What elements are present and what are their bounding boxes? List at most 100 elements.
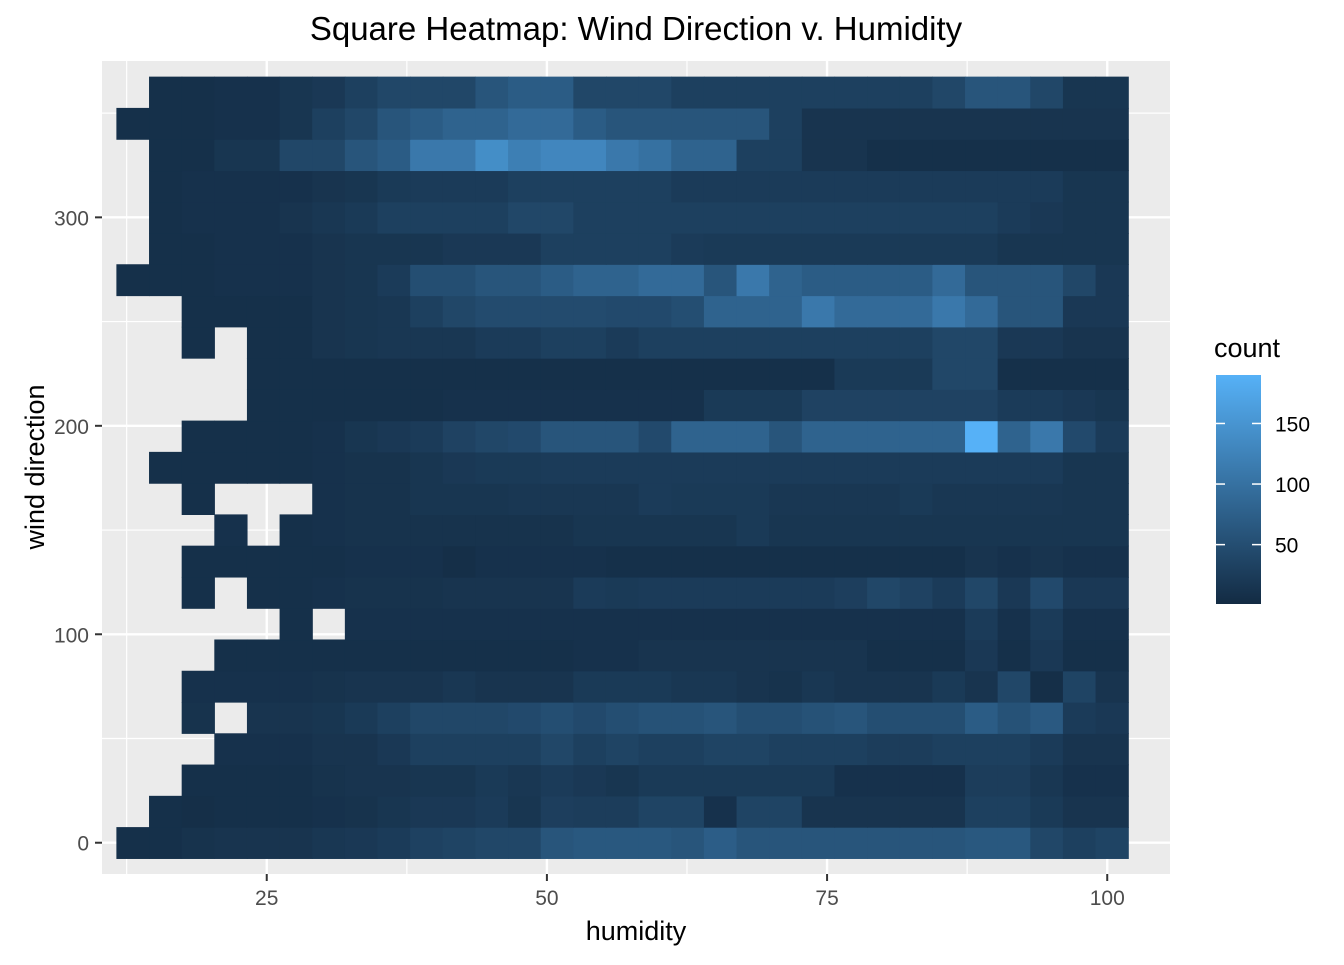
heatmap-tile [181, 201, 215, 234]
heatmap-tile [410, 389, 444, 422]
heatmap-tile [703, 389, 738, 422]
heatmap-tile [1030, 420, 1064, 453]
heatmap-tile [573, 545, 607, 578]
heatmap-tile [1095, 764, 1129, 797]
heatmap-tile [867, 576, 901, 609]
heatmap-tile [736, 670, 770, 703]
heatmap-tile [605, 514, 640, 547]
heatmap-tile [605, 201, 640, 234]
heatmap-tile [834, 795, 868, 828]
heatmap-tile [312, 139, 346, 172]
heatmap-tile [1030, 170, 1064, 203]
heatmap-tile [769, 139, 803, 172]
heatmap-tile [932, 795, 966, 828]
heatmap-tile [867, 608, 901, 641]
heatmap-tile [344, 295, 379, 328]
heatmap-tile [965, 358, 999, 390]
heatmap-tile [769, 545, 803, 578]
x-tick-label: 75 [815, 887, 838, 910]
heatmap-tile [899, 545, 933, 578]
heatmap-tile [867, 733, 901, 766]
heatmap-tile [899, 139, 933, 172]
heatmap-tile [344, 576, 379, 609]
heatmap-tile [834, 201, 868, 234]
heatmap-tile [801, 420, 836, 453]
heatmap-tile [801, 827, 836, 859]
heatmap-tile [181, 232, 215, 265]
x-tick-label: 50 [535, 887, 558, 910]
heatmap-tile [965, 451, 999, 484]
heatmap-tile [573, 608, 607, 641]
heatmap-tile [965, 420, 999, 453]
heatmap-tile [214, 764, 248, 797]
heatmap-tile [540, 76, 574, 109]
heatmap-tile [475, 107, 509, 140]
heatmap-tile [214, 670, 248, 703]
heatmap-tile [834, 107, 868, 140]
heatmap-tile [834, 358, 868, 390]
heatmap-tile [1030, 107, 1064, 140]
heatmap-tile [997, 608, 1031, 641]
heatmap-tile [410, 295, 444, 328]
heatmap-tile [899, 76, 933, 109]
heatmap-tile [1062, 170, 1097, 203]
heatmap-tile [703, 107, 738, 140]
heatmap-tile [801, 608, 836, 641]
heatmap-tile [638, 483, 672, 515]
heatmap-tile [997, 795, 1031, 828]
heatmap-tile [899, 451, 933, 484]
heatmap-tile [540, 232, 574, 265]
heatmap-tile [508, 702, 542, 734]
heatmap-tile [181, 326, 215, 359]
heatmap-tile [703, 795, 738, 828]
heatmap-tile [181, 451, 215, 484]
heatmap-tile [801, 232, 836, 265]
heatmap-tile [769, 733, 803, 766]
heatmap-tile [736, 545, 770, 578]
heatmap-tile [573, 451, 607, 484]
heatmap-tile [834, 514, 868, 547]
heatmap-tile [508, 420, 542, 453]
heatmap-tile [605, 827, 640, 859]
heatmap-tile [573, 76, 607, 109]
heatmap-tile [703, 451, 738, 484]
heatmap-tile [1095, 639, 1129, 672]
heatmap-tile [279, 545, 313, 578]
heatmap-tile [475, 545, 509, 578]
heatmap-tile [801, 170, 836, 203]
heatmap-tile [605, 639, 640, 672]
heatmap-tile [769, 576, 803, 609]
heatmap-tile [410, 451, 444, 484]
heatmap-tile [1030, 733, 1064, 766]
heatmap-tile [834, 733, 868, 766]
heatmap-tile [410, 827, 444, 859]
heatmap-tile [703, 420, 738, 453]
heatmap-tile [899, 639, 933, 672]
heatmap-tile [508, 358, 542, 390]
heatmap-tile [899, 358, 933, 390]
heatmap-tile [442, 764, 477, 797]
heatmap-tile [605, 264, 640, 297]
heatmap-tile [867, 702, 901, 734]
heatmap-tile [997, 264, 1031, 297]
heatmap-tile [442, 795, 477, 828]
heatmap-tile [573, 670, 607, 703]
heatmap-tile [1095, 264, 1129, 297]
heatmap-tile [703, 139, 738, 172]
heatmap-tile [475, 795, 509, 828]
heatmap-tile [965, 139, 999, 172]
heatmap-tile [834, 326, 868, 359]
heatmap-tile [312, 576, 346, 609]
heatmap-tile [932, 201, 966, 234]
heatmap-tile [573, 764, 607, 797]
heatmap-tile [344, 764, 379, 797]
heatmap-tile [540, 639, 574, 672]
heatmap-tile [149, 139, 183, 172]
heatmap-tile [344, 483, 379, 515]
heatmap-tile [899, 483, 933, 515]
heatmap-tile [736, 326, 770, 359]
heatmap-tile [573, 576, 607, 609]
heatmap-tile [214, 545, 248, 578]
heatmap-tile [540, 795, 574, 828]
